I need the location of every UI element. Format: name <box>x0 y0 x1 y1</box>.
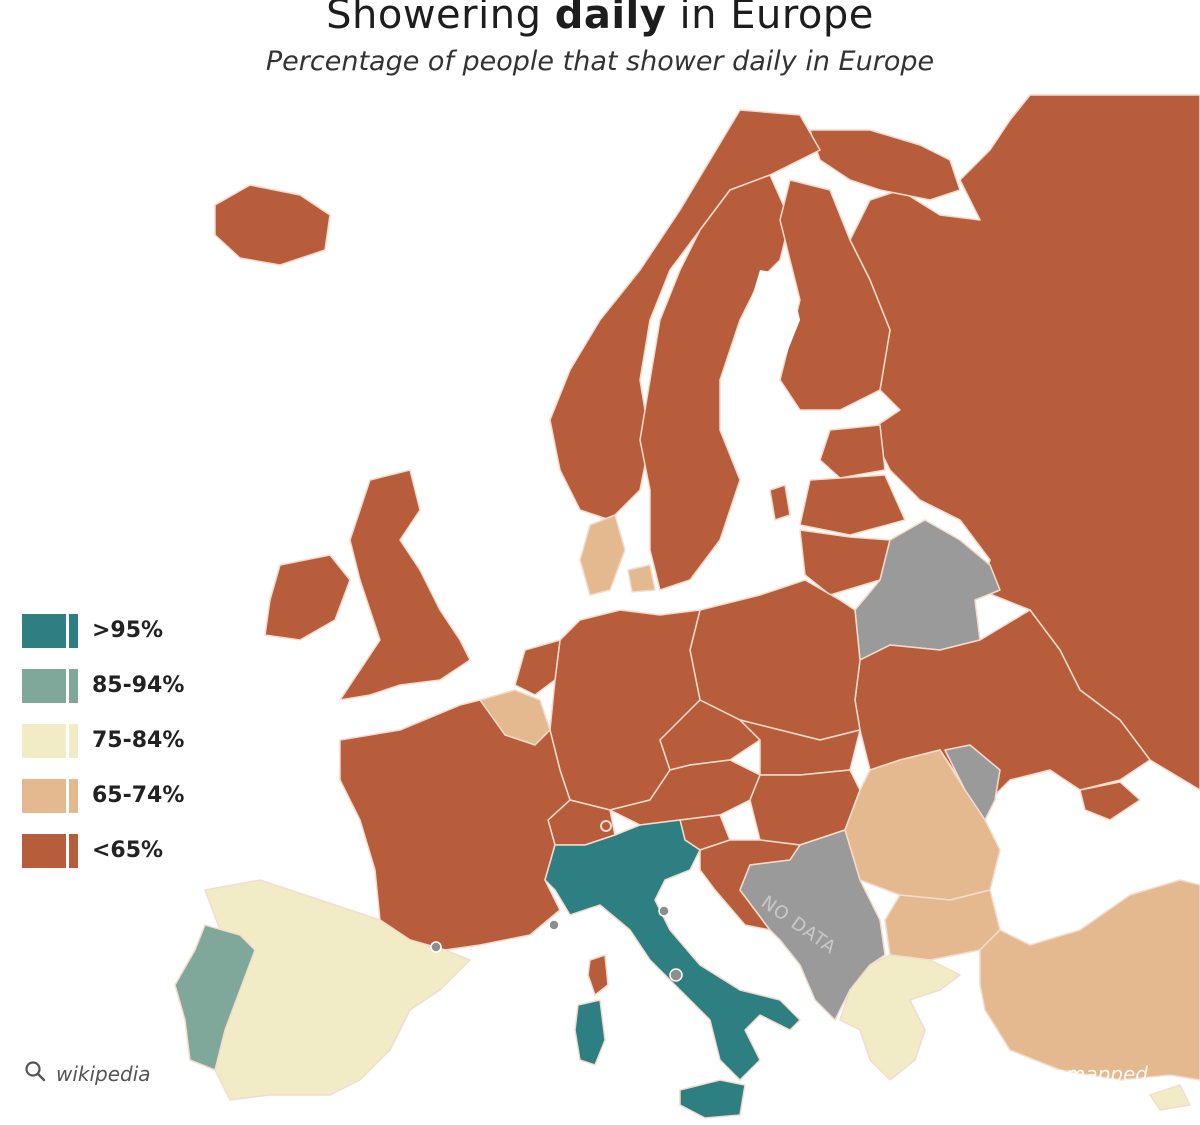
region-turkey <box>979 879 1200 1081</box>
legend-label: <65% <box>92 838 164 863</box>
legend-swatch <box>22 723 78 758</box>
map-title: Showering daily in Europe <box>0 0 1200 38</box>
region-kola <box>809 129 961 201</box>
region-portugal <box>174 924 256 1071</box>
source-attribution: wikipedia <box>24 1060 151 1087</box>
legend-item: <65% <box>22 832 242 869</box>
source-label: wikipedia <box>56 1061 151 1086</box>
city-marker <box>548 919 560 931</box>
region-finland <box>779 179 891 411</box>
region-corsica <box>587 954 609 996</box>
search-icon <box>24 1060 46 1087</box>
legend-item: 85-94% <box>22 667 242 704</box>
city-marker <box>658 905 670 917</box>
legend-swatch <box>22 613 78 648</box>
region-crimea <box>1079 781 1141 821</box>
legend-item: >95% <box>22 612 242 649</box>
legend-label: 75-84% <box>92 728 185 753</box>
region-uk <box>339 469 471 701</box>
title-emphasis: daily <box>554 0 667 38</box>
region-sicily <box>679 1079 746 1119</box>
region-gotland <box>769 484 791 521</box>
city-marker <box>600 820 612 832</box>
region-estonia <box>819 424 886 479</box>
title-suffix: in Europe <box>679 0 874 38</box>
map-subtitle: Percentage of people that shower daily i… <box>265 46 935 77</box>
baltic-sea <box>740 270 800 440</box>
legend-item: 65-74% <box>22 777 242 814</box>
region-greece-crete <box>1149 1084 1191 1111</box>
legend-label: 65-74% <box>92 783 185 808</box>
legend-swatch <box>22 833 78 868</box>
city-marker <box>430 941 442 953</box>
legend-label: 85-94% <box>92 673 185 698</box>
title-prefix: Showering <box>326 0 542 38</box>
legend-label: >95% <box>92 618 164 643</box>
legend-item: 75-84% <box>22 722 242 759</box>
legend: >95% 85-94% 75-84% 65-74% <65% <box>22 612 242 887</box>
region-latvia <box>799 474 906 536</box>
credit-label: @geomapped <box>1008 1062 1148 1086</box>
region-sweden <box>639 174 791 591</box>
legend-swatch <box>22 668 78 703</box>
region-italy <box>544 819 801 1081</box>
legend-swatch <box>22 778 78 813</box>
region-denmark <box>579 514 626 596</box>
region-netherlands <box>514 639 561 696</box>
region-ireland <box>264 554 351 641</box>
region-iceland <box>214 184 331 266</box>
region-sardinia <box>574 999 606 1066</box>
region-denmark-islands <box>627 564 656 593</box>
region-greece <box>839 954 961 1081</box>
city-marker <box>669 968 683 982</box>
